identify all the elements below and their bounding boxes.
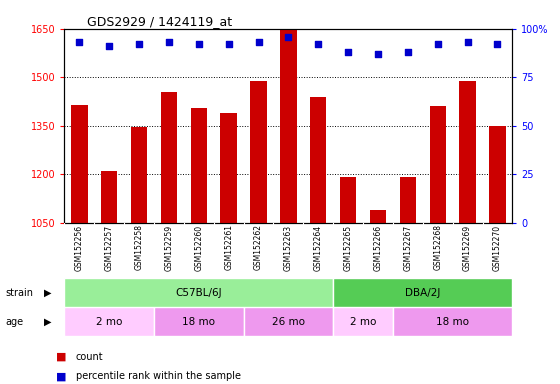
Text: GDS2929 / 1424119_at: GDS2929 / 1424119_at <box>87 15 232 28</box>
Bar <box>333 307 393 336</box>
Text: DBA/2J: DBA/2J <box>405 288 441 298</box>
Bar <box>131 127 147 223</box>
Point <box>314 41 323 47</box>
Text: GSM152268: GSM152268 <box>433 224 442 270</box>
Bar <box>244 307 333 336</box>
Bar <box>280 29 297 223</box>
Bar <box>101 171 118 223</box>
Text: GSM152259: GSM152259 <box>165 224 174 270</box>
Text: GSM152262: GSM152262 <box>254 224 263 270</box>
Bar <box>64 278 333 307</box>
Text: GSM152269: GSM152269 <box>463 224 472 270</box>
Text: percentile rank within the sample: percentile rank within the sample <box>76 371 241 381</box>
Point <box>344 49 353 55</box>
Text: GSM152257: GSM152257 <box>105 224 114 270</box>
Text: GSM152263: GSM152263 <box>284 224 293 270</box>
Text: GSM152256: GSM152256 <box>75 224 84 270</box>
Bar <box>250 81 267 223</box>
Point <box>374 51 382 57</box>
Text: GSM152264: GSM152264 <box>314 224 323 270</box>
Text: ■: ■ <box>56 371 67 381</box>
Point <box>224 41 233 47</box>
Point <box>254 39 263 45</box>
Text: age: age <box>6 316 24 327</box>
Text: 2 mo: 2 mo <box>96 316 123 327</box>
Bar <box>71 105 87 223</box>
Text: 2 mo: 2 mo <box>350 316 376 327</box>
Text: GSM152265: GSM152265 <box>344 224 353 270</box>
Bar <box>489 126 506 223</box>
Text: 18 mo: 18 mo <box>183 316 215 327</box>
Point <box>165 39 174 45</box>
Point <box>134 41 143 47</box>
Bar <box>190 108 207 223</box>
Text: 18 mo: 18 mo <box>436 316 469 327</box>
Bar <box>161 92 177 223</box>
Text: ■: ■ <box>56 352 67 362</box>
Text: count: count <box>76 352 103 362</box>
Bar <box>310 97 326 223</box>
Text: GSM152270: GSM152270 <box>493 224 502 270</box>
Text: GSM152261: GSM152261 <box>224 224 233 270</box>
Text: C57BL/6J: C57BL/6J <box>175 288 222 298</box>
Point <box>105 43 114 49</box>
Point <box>284 33 293 40</box>
Bar <box>370 210 386 223</box>
Bar <box>333 278 512 307</box>
Text: ▶: ▶ <box>44 316 52 327</box>
Text: ▶: ▶ <box>44 288 52 298</box>
Bar <box>340 177 356 223</box>
Text: GSM152267: GSM152267 <box>403 224 412 270</box>
Bar <box>430 106 446 223</box>
Bar <box>154 307 244 336</box>
Text: 26 mo: 26 mo <box>272 316 305 327</box>
Bar <box>64 307 154 336</box>
Text: GSM152260: GSM152260 <box>194 224 203 270</box>
Bar <box>221 113 237 223</box>
Text: GSM152266: GSM152266 <box>374 224 382 270</box>
Point <box>433 41 442 47</box>
Point <box>493 41 502 47</box>
Text: strain: strain <box>6 288 34 298</box>
Point <box>463 39 472 45</box>
Bar <box>459 81 476 223</box>
Text: GSM152258: GSM152258 <box>134 224 143 270</box>
Point <box>403 49 412 55</box>
Point <box>194 41 203 47</box>
Bar <box>393 307 512 336</box>
Bar <box>400 177 416 223</box>
Point <box>75 39 84 45</box>
